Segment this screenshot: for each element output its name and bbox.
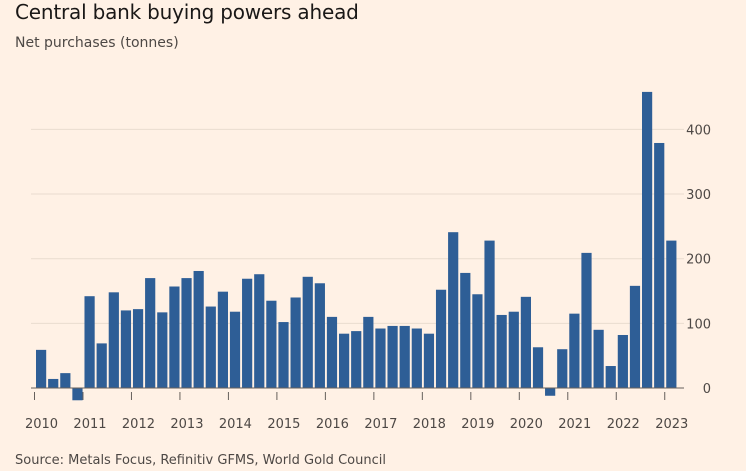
bar-2012-q1 [132,309,144,388]
bar-2022-q1 [617,334,628,388]
bar-2014-q3 [254,274,265,388]
bar-2022-q4 [654,142,665,388]
x-tick-label: 2019 [461,417,494,432]
chart-subtitle: Net purchases (tonnes) [15,35,179,51]
bar-2016-q4 [363,316,374,388]
bar-2020-q4 [557,349,568,388]
x-tick-label: 2013 [170,417,203,432]
bar-2010-q3 [60,373,71,388]
y-tick-label: 300 [686,188,711,203]
bar-2011-q1 [84,296,95,388]
bar-2017-q3 [399,325,410,388]
bar-2020-q2 [532,347,544,388]
bar-2013-q4 [217,291,228,388]
bar-2021-q4 [605,366,616,388]
bar-2015-q4 [314,283,325,388]
bar-2013-q2 [193,270,204,388]
bar-2010-q4 [72,388,83,401]
bar-2013-q3 [205,306,216,388]
x-tick-label: 2011 [73,417,106,432]
y-tick-label: 200 [686,253,711,268]
bar-2012-q3 [157,312,168,388]
x-tick-label: 2014 [219,417,252,432]
bar-2022-q2 [629,285,641,388]
x-tick-label: 2018 [413,417,446,432]
bar-2017-q2 [387,325,398,388]
x-tick-label: 2016 [316,417,349,432]
bar-2015-q2 [290,297,301,388]
bar-2016-q3 [351,331,362,388]
bar-2017-q4 [411,328,422,388]
bar-2015-q1 [278,322,289,388]
bars [36,91,677,401]
bar-2019-q2 [484,240,495,388]
bar-2014-q1 [229,311,241,388]
source-note: Source: Metals Focus, Refinitiv GFMS, Wo… [15,453,386,468]
bar-2018-q3 [448,232,459,388]
bar-2021-q2 [581,252,592,388]
y-tick-label: 400 [686,123,711,138]
bar-2014-q4 [266,300,277,388]
x-tick-label: 2017 [364,417,397,432]
bar-2017-q1 [375,328,386,388]
bar-2019-q4 [508,311,519,388]
bar-2018-q2 [435,289,447,388]
bar-2020-q1 [520,296,531,388]
bar-2022-q3 [642,91,653,389]
bar-2015-q3 [302,276,313,388]
bar-2020-q3 [545,388,556,396]
bar-2023-q1 [666,240,677,388]
bar-2010-q1 [36,349,47,388]
x-tick-label: 2022 [607,417,640,432]
bar-2016-q2 [339,333,350,388]
bar-2019-q1 [472,294,483,388]
x-tick-label: 2021 [558,417,591,432]
x-tick-label: 2023 [655,417,688,432]
bar-2012-q2 [145,278,156,388]
y-tick-label: 0 [703,382,711,397]
bar-2011-q4 [120,310,132,388]
bar-2016-q1 [326,316,338,388]
bar-2012-q4 [169,286,180,388]
bar-2019-q3 [496,314,507,388]
y-axis-ticks: 0 100 200 300 400 [686,123,711,397]
y-tick-label: 100 [686,317,711,332]
bar-2010-q2 [48,378,59,388]
chart-title: Central bank buying powers ahead [15,0,359,24]
x-tick-label: 2010 [25,417,58,432]
bar-2014-q2 [242,278,253,388]
x-tick-label: 2020 [510,417,543,432]
x-tick-label: 2012 [122,417,155,432]
x-axis-ticks: 2010 2011 2012 2013 2014 2015 2016 2017 2018 2019… [25,392,688,432]
bar-2011-q2 [96,343,107,388]
bar-2013-q1 [181,278,192,388]
bar-2018-q4 [460,272,471,388]
bar-2018-q1 [423,333,435,388]
bar-2011-q3 [108,292,119,388]
bar-2021-q1 [569,313,580,388]
x-tick-label: 2015 [267,417,300,432]
bar-2021-q3 [593,329,604,388]
